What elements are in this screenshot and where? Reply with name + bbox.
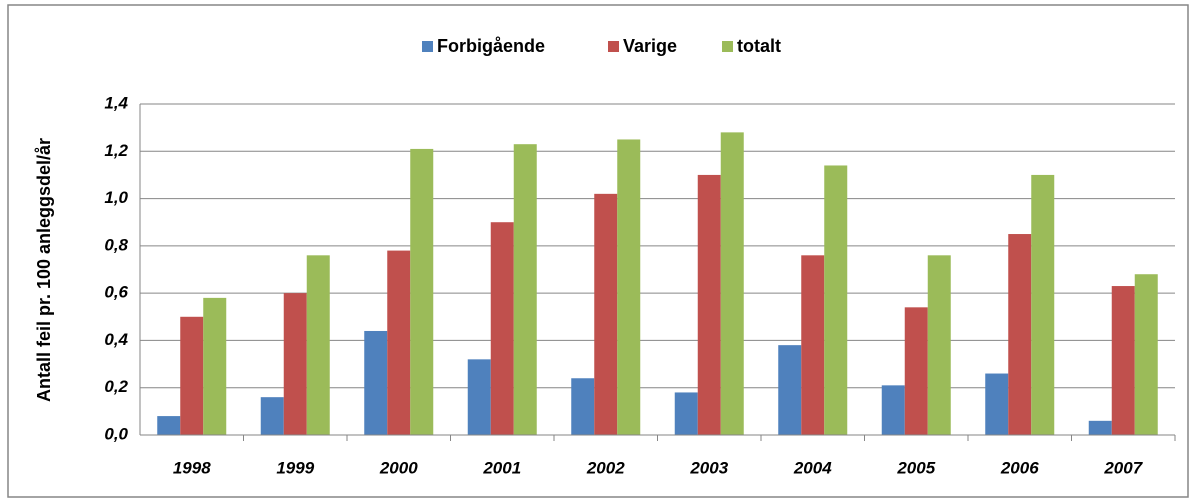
bar (824, 165, 848, 435)
x-tick-label: 2005 (896, 458, 935, 477)
bar (513, 144, 537, 435)
x-tick-label: 2006 (1000, 458, 1039, 477)
bar (157, 416, 181, 435)
y-tick-label: 1,4 (104, 93, 128, 112)
legend-label: Varige (623, 36, 677, 56)
y-tick-label: 0,2 (104, 377, 128, 396)
legend-swatch (608, 41, 619, 52)
bar (697, 174, 721, 435)
bar (571, 378, 595, 435)
bar (1134, 274, 1158, 435)
bar (490, 222, 514, 435)
x-tick-label: 2001 (482, 458, 521, 477)
bar (283, 293, 307, 435)
bar (1111, 286, 1135, 435)
x-tick-label: 2007 (1103, 458, 1143, 477)
legend-label: Forbigående (437, 36, 545, 56)
x-tick-label: 2002 (586, 458, 625, 477)
y-tick-label: 0,4 (104, 330, 128, 349)
y-tick-label: 0,6 (104, 283, 128, 302)
bar (778, 345, 802, 435)
bar (203, 297, 227, 435)
bar (364, 330, 388, 435)
x-tick-label: 2000 (379, 458, 418, 477)
bar (1031, 174, 1055, 435)
legend-swatch (422, 41, 433, 52)
bar (881, 385, 905, 435)
bar (1088, 420, 1112, 435)
bar (180, 316, 204, 435)
y-tick-label: 1,0 (104, 188, 128, 207)
legend-label: totalt (737, 36, 781, 56)
bar (306, 255, 330, 435)
y-axis-title: Antall feil pr. 100 anleggsdel/år (34, 138, 54, 402)
bar (387, 250, 411, 435)
y-tick-label: 0,0 (104, 424, 128, 443)
bar (617, 139, 641, 435)
x-tick-label: 1998 (173, 458, 211, 477)
bar (260, 397, 284, 435)
bar (674, 392, 698, 435)
bar (1008, 234, 1032, 435)
bar (467, 359, 491, 435)
x-tick-label: 2004 (793, 458, 832, 477)
legend-swatch (722, 41, 733, 52)
bar (801, 255, 825, 435)
bar (985, 373, 1009, 435)
bar (594, 193, 618, 435)
y-tick-label: 0,8 (104, 235, 128, 254)
bar (927, 255, 951, 435)
y-tick-label: 1,2 (104, 141, 128, 160)
bar (410, 148, 434, 435)
bar (720, 132, 744, 435)
x-tick-label: 2003 (689, 458, 728, 477)
x-tick-label: 1999 (276, 458, 314, 477)
bar (904, 307, 928, 435)
